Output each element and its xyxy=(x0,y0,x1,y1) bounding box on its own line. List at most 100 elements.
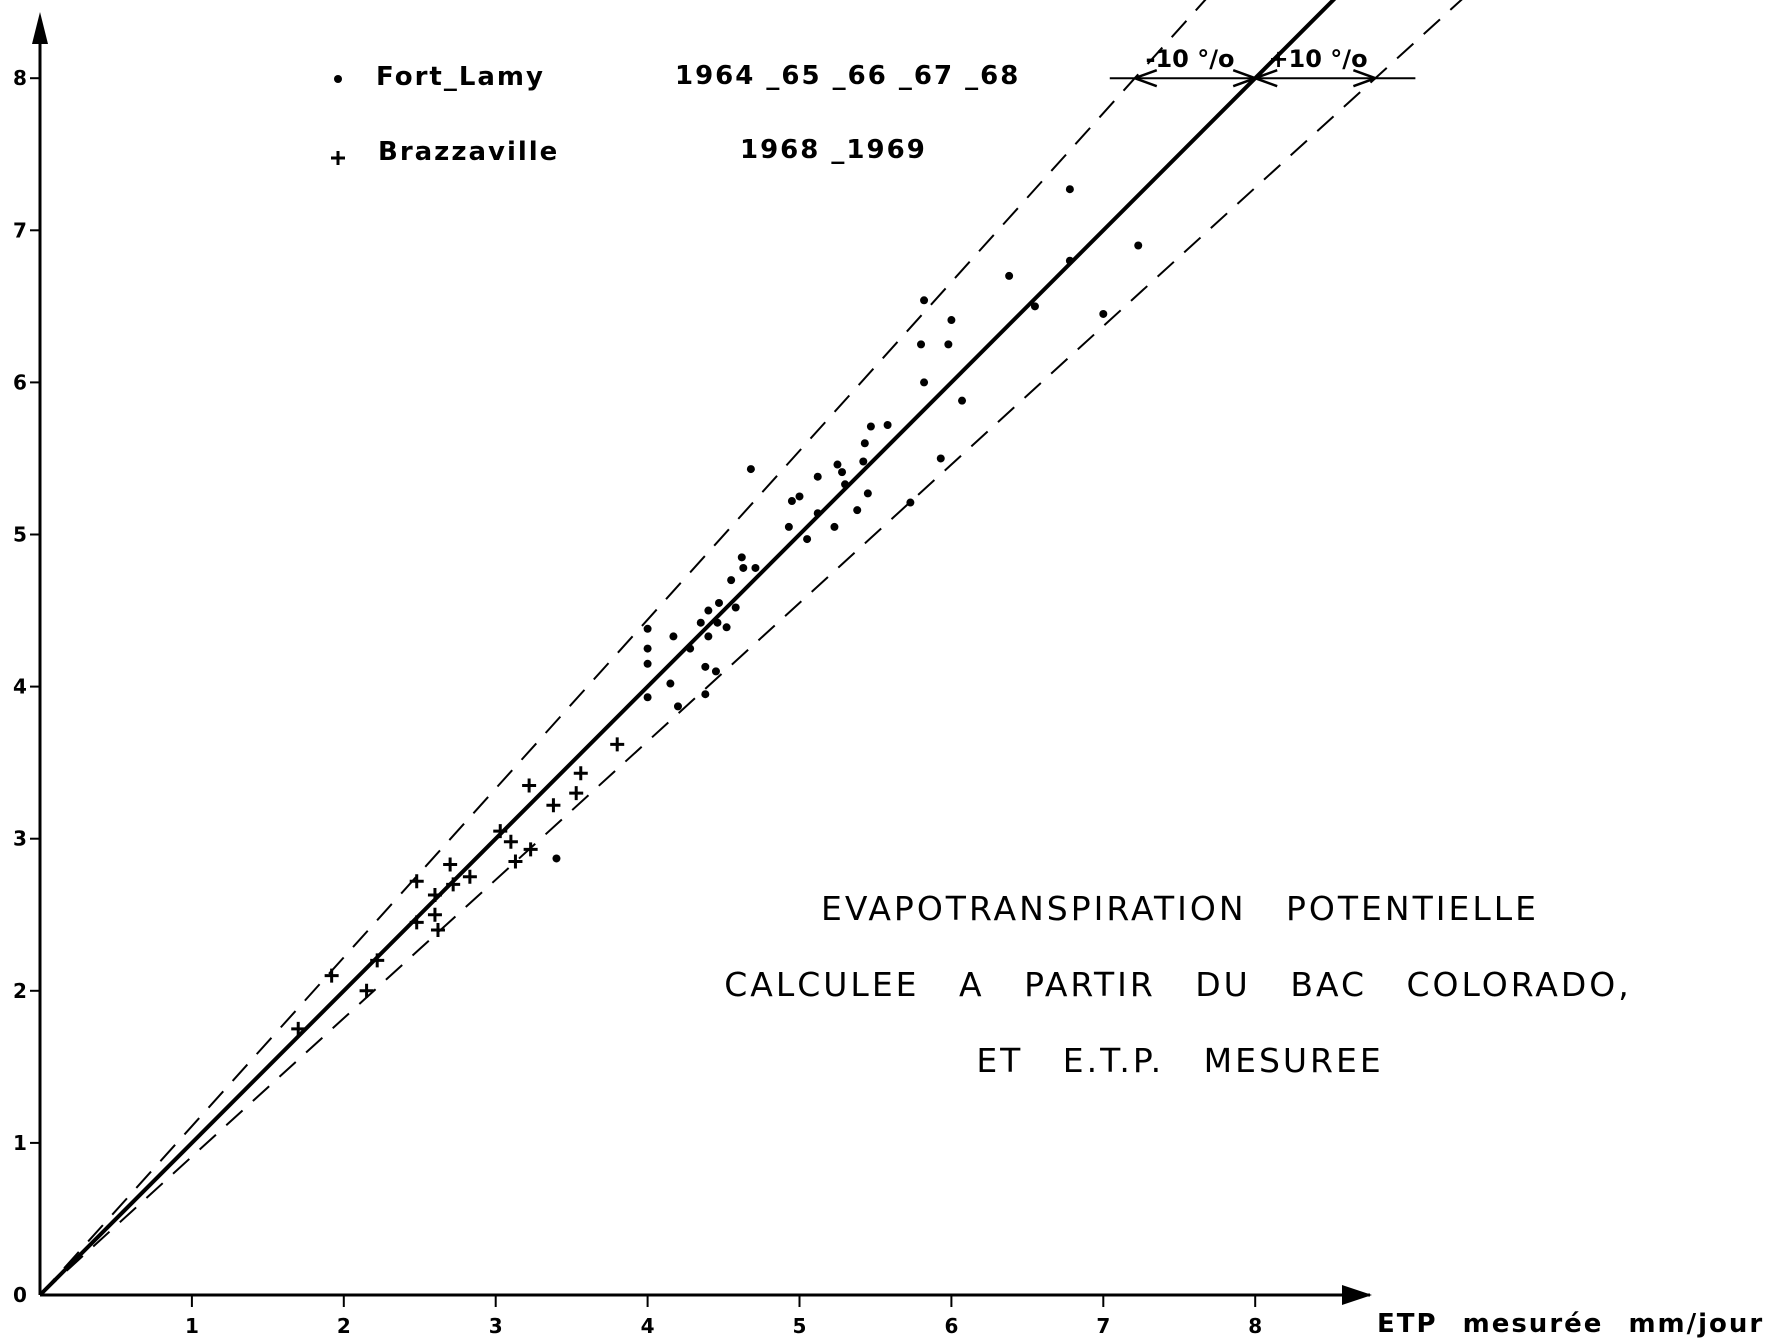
fort-lamy-point xyxy=(737,553,746,562)
fort-lamy-point xyxy=(704,632,713,641)
fort-lamy-point xyxy=(713,618,722,627)
fort-lamy-point xyxy=(863,489,872,498)
brazzaville-point xyxy=(546,798,561,813)
fort-lamy-point xyxy=(739,563,748,572)
x-tick-label: 7 xyxy=(1096,1314,1110,1338)
fort-lamy-point xyxy=(751,563,760,572)
fort-lamy-point xyxy=(859,457,868,466)
fort-lamy-point xyxy=(643,644,652,653)
legend-years-brazzaville: 1968 _1969 xyxy=(740,135,927,165)
x-tick-label: 1 xyxy=(185,1314,199,1338)
y-tick-label: 8 xyxy=(13,66,27,90)
brazzaville-point xyxy=(523,842,538,857)
fort-lamy-point xyxy=(784,522,793,531)
title-line-3: ET E.T.P. MESUREE xyxy=(976,1041,1383,1080)
ten-percent-bracket: -10 °/o +10 °/o xyxy=(1109,45,1416,88)
x-tick-label: 6 xyxy=(944,1314,958,1338)
identity-line xyxy=(38,0,1337,1297)
fort-lamy-point xyxy=(1134,241,1143,250)
legend-label-fort-lamy: Fort_Lamy xyxy=(376,62,545,92)
chart-title: EVAPOTRANSPIRATION POTENTIELLE CALCULEE … xyxy=(724,889,1632,1080)
fort-lamy-point xyxy=(917,340,926,349)
y-tick-label: 7 xyxy=(13,218,27,242)
fort-lamy-point xyxy=(686,644,695,653)
fort-lamy-point xyxy=(920,296,929,305)
brazzaville-point xyxy=(446,877,461,892)
y-tick-label: 2 xyxy=(13,979,27,1003)
fort-lamy-point xyxy=(1099,309,1108,318)
fort-lamy-point xyxy=(711,667,720,676)
fort-lamy-point xyxy=(795,492,804,501)
brazzaville-point xyxy=(430,922,445,937)
fort-lamy-point xyxy=(920,378,929,387)
fort-lamy-point xyxy=(936,454,945,463)
minus-ten-percent-label: -10 °/o xyxy=(1146,45,1235,73)
minus-ten-percent-line xyxy=(39,0,1207,1296)
fort-lamy-point xyxy=(714,598,723,607)
fort-lamy-point xyxy=(643,624,652,633)
y-axis-arrow xyxy=(32,12,48,44)
legend-years-fort-lamy: 1964 _65 _66 _67 _68 xyxy=(675,61,1020,91)
fort-lamy-point xyxy=(944,340,953,349)
plus-ten-percent-label: +10 °/o xyxy=(1268,45,1367,73)
brazzaville-point xyxy=(427,907,442,922)
fort-lamy-point xyxy=(841,480,850,489)
fort-lamy-point xyxy=(1065,185,1074,194)
brazzaville-point xyxy=(610,737,625,752)
bracket-arrowhead xyxy=(1352,69,1376,88)
fort-lamy-point xyxy=(958,396,967,405)
fort-lamy-point xyxy=(701,690,710,699)
bracket-arrowhead xyxy=(1254,69,1278,88)
y-tick-label: 4 xyxy=(13,675,27,699)
brazzaville-point xyxy=(359,983,374,998)
bracket-arrowhead xyxy=(1232,69,1256,88)
title-line-2: CALCULEE A PARTIR DU BAC COLORADO, xyxy=(724,965,1632,1004)
fort-lamy-point xyxy=(833,460,842,469)
fort-lamy-point xyxy=(860,439,869,448)
fort-lamy-point xyxy=(666,679,675,688)
fort-lamy-point xyxy=(813,509,822,518)
fort-lamy-point xyxy=(746,465,755,474)
fort-lamy-point xyxy=(866,422,875,431)
fort-lamy-point xyxy=(1030,302,1039,311)
fort-lamy-point xyxy=(722,623,731,632)
brazzaville-point xyxy=(324,968,339,983)
fort-lamy-point xyxy=(701,662,710,671)
data-points xyxy=(291,185,1143,1036)
legend-label-brazzaville: Brazzaville xyxy=(378,137,559,167)
brazzaville-point xyxy=(443,857,458,872)
fort-lamy-point xyxy=(813,472,822,481)
y-tick-label: 3 xyxy=(13,827,27,851)
fort-lamy-point xyxy=(830,522,839,531)
x-axis-arrow xyxy=(1342,1285,1372,1305)
bracket-arrowhead xyxy=(1134,69,1158,88)
brazzaville-point xyxy=(493,824,508,839)
legend-dot-marker xyxy=(334,75,342,83)
fort-lamy-point xyxy=(906,498,915,507)
legend: Fort_Lamy 1964 _65 _66 _67 _68 Brazzavil… xyxy=(331,61,1020,167)
fort-lamy-point xyxy=(838,468,847,477)
plus-ten-percent-line xyxy=(39,0,1463,1296)
brazzaville-point xyxy=(370,953,385,968)
y-tick-label: 0 xyxy=(13,1283,27,1307)
fort-lamy-point xyxy=(552,854,561,863)
fort-lamy-point xyxy=(1065,256,1074,265)
reference-lines xyxy=(38,0,1463,1297)
x-axis-title: ETP mesurée mm/jour xyxy=(1377,1309,1764,1339)
fort-lamy-point xyxy=(947,316,956,325)
x-tick-label: 8 xyxy=(1248,1314,1262,1338)
ticks: 1 2 3 4 5 6 7 8 0 1 2 3 4 5 6 7 8 xyxy=(13,66,1262,1338)
fort-lamy-point xyxy=(803,535,812,544)
x-tick-label: 5 xyxy=(793,1314,807,1338)
brazzaville-point xyxy=(573,766,588,781)
x-tick-label: 3 xyxy=(489,1314,503,1338)
fort-lamy-point xyxy=(883,420,892,429)
legend-plus-marker xyxy=(331,151,345,165)
fort-lamy-point xyxy=(704,606,713,615)
brazzaville-point xyxy=(409,915,424,930)
x-tick-label: 2 xyxy=(337,1314,351,1338)
brazzaville-point xyxy=(569,786,584,801)
fort-lamy-point xyxy=(787,497,796,506)
brazzaville-point xyxy=(508,854,523,869)
